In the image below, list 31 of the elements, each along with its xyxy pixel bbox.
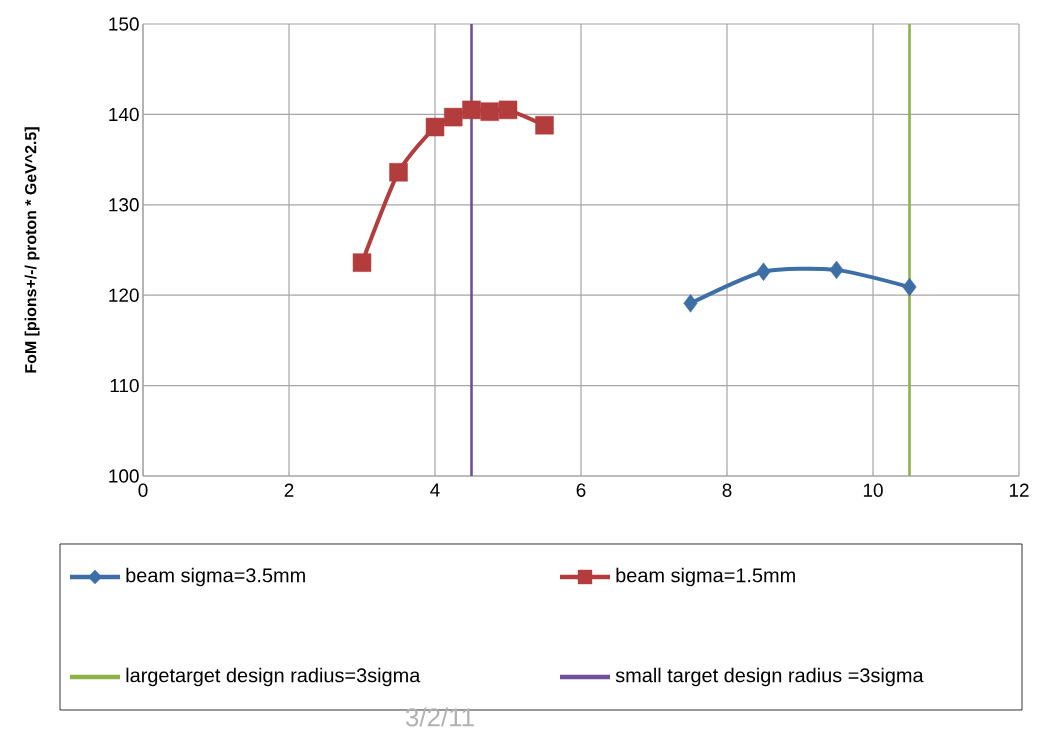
x-tick-label: 0 [138, 483, 148, 498]
x-tick-label: 2 [284, 483, 294, 497]
point [480, 102, 499, 121]
point [683, 294, 698, 313]
point [425, 117, 445, 137]
legend-label: beam sigma=1.5mm [616, 567, 795, 587]
point [902, 277, 917, 297]
point [756, 262, 771, 281]
legend-label: beam sigma=3.5mm [126, 567, 305, 587]
y-tick-label: 120 [109, 288, 139, 302]
point [498, 100, 518, 120]
y-tick-label: 100 [109, 469, 139, 483]
legend-label: small target design radius =3sigma [615, 667, 924, 687]
point [462, 100, 481, 120]
point [829, 260, 844, 280]
x-tick-label: 10 [863, 483, 883, 498]
point [352, 253, 372, 272]
point [535, 116, 554, 135]
point [444, 107, 463, 127]
y-tick-label: 150 [109, 17, 139, 31]
x-tick-label: 8 [722, 483, 732, 498]
text: 3/2/11 [405, 707, 474, 727]
x-tick-label: 4 [430, 483, 440, 497]
y-tick-label: 130 [109, 198, 139, 212]
x-tick-label: 12 [1009, 483, 1029, 497]
legend-label: largetarget design radius=3sigma [126, 667, 421, 687]
point [389, 163, 408, 182]
y-axis-title: FoM [pions+/-/ proton * GeV^2.5] [24, 127, 40, 373]
y-tick-label: 140 [109, 107, 139, 122]
x-tick-label: 6 [576, 483, 586, 498]
y-tick-label: 110 [110, 378, 139, 393]
